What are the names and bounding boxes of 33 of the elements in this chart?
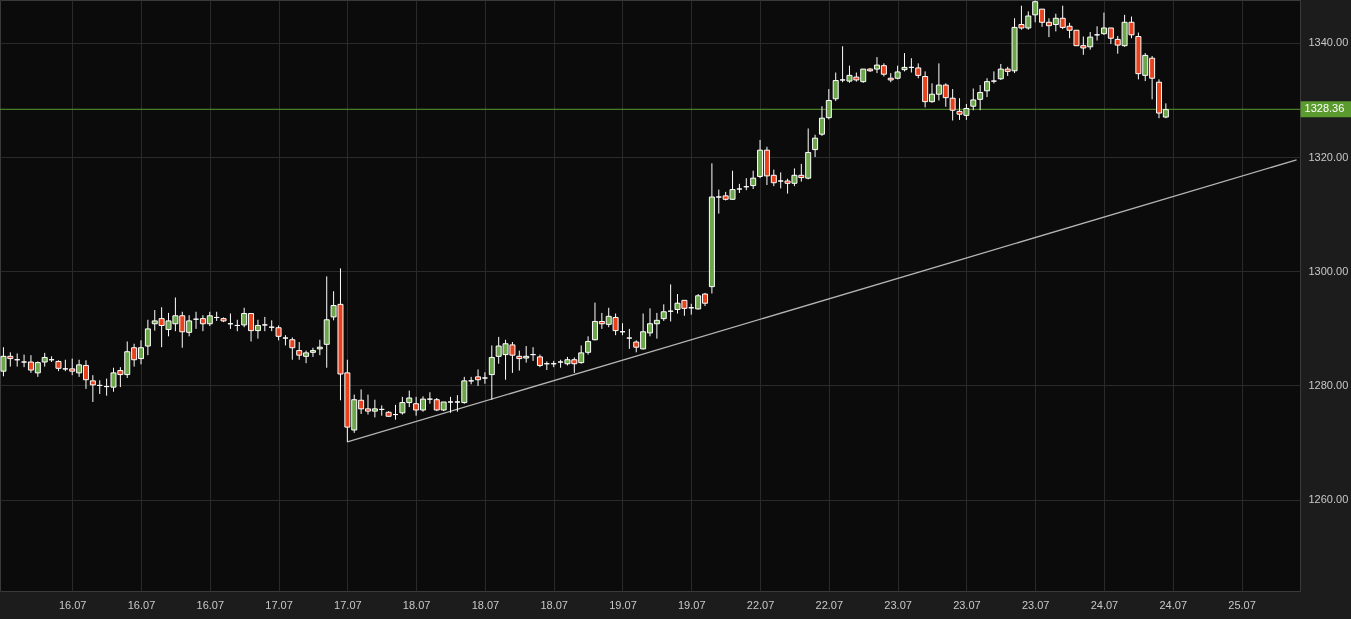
x-tick-label: 17.07: [265, 598, 293, 611]
candlestick: [812, 134, 819, 158]
y-tick-label: 1300.00: [1308, 264, 1349, 277]
candlestick: [289, 336, 296, 361]
candlestick: [488, 344, 495, 401]
x-tick-label: 17.07: [334, 598, 362, 611]
y-tick-label: 1340.00: [1308, 36, 1349, 49]
candlestick: [949, 88, 956, 121]
candlestick: [825, 88, 832, 120]
x-tick-label: 25.07: [1228, 598, 1256, 611]
y-tick-label: 1260.00: [1308, 493, 1349, 506]
y-tick-label: 1280.00: [1308, 378, 1349, 391]
y-tick-label: 1320.00: [1308, 150, 1349, 163]
candlestick: [144, 319, 151, 356]
x-tick-label: 23.07: [1021, 598, 1050, 611]
candlestick: [626, 328, 633, 350]
x-tick-label: 16.07: [127, 598, 156, 611]
x-tick-label: 18.07: [540, 598, 568, 611]
x-tick-label: 19.07: [678, 598, 706, 611]
x-tick-label: 24.07: [1090, 598, 1119, 611]
candlestick: [818, 105, 825, 137]
x-tick-label: 19.07: [609, 598, 637, 611]
x-tick-label: 16.07: [196, 598, 225, 611]
x-tick-label: 18.07: [402, 598, 431, 611]
x-tick-label: 22.07: [746, 598, 775, 611]
x-tick-label: 16.07: [58, 598, 87, 611]
x-tick-label: 24.07: [1159, 598, 1188, 611]
x-tick-label: 18.07: [471, 598, 500, 611]
x-tick-label: 23.07: [884, 598, 912, 611]
x-tick-label: 23.07: [953, 598, 981, 611]
ref-line-label: 1328.36: [1304, 102, 1345, 115]
x-tick-label: 22.07: [815, 598, 844, 611]
candlestick: [750, 170, 757, 190]
